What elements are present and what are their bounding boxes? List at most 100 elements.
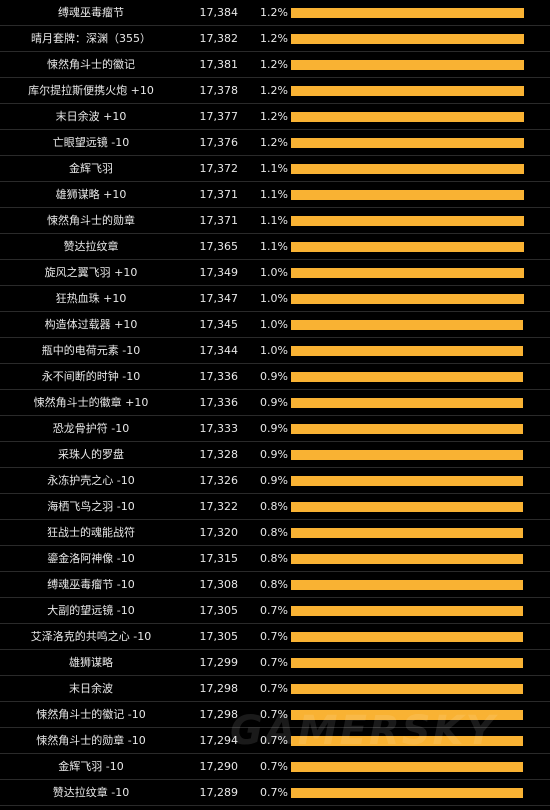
item-name: 永不间断的时钟 -10 [41, 370, 141, 383]
dps-percent: 1.1% [260, 188, 288, 201]
item-name: 大副的望远镜 -10 [47, 604, 135, 617]
item-name: 悚然角斗士的勋章 -10 [36, 734, 146, 747]
table-row: 库尔提拉斯便携火炮 +10 17,378 1.2% [0, 78, 550, 104]
dps-percent: 0.8% [260, 552, 288, 565]
dps-value: 17,299 [199, 656, 239, 669]
table-row: 缚魂巫毒瘤节 17,384 1.2% [0, 0, 550, 26]
table-row: 悚然角斗士的徽章 +10 17,336 0.9% [0, 390, 550, 416]
dps-bar [291, 710, 523, 720]
dps-percent: 0.9% [260, 448, 288, 461]
item-name: 艾泽洛克的共鸣之心 -10 [30, 630, 152, 643]
dps-percent: 1.0% [260, 292, 288, 305]
item-name: 末日余波 +10 [55, 110, 127, 123]
item-name: 晴月套牌：深渊（355） [31, 32, 151, 45]
dps-bar [291, 580, 523, 590]
dps-bar [291, 606, 523, 616]
dps-value: 17,345 [199, 318, 239, 331]
dps-percent: 0.9% [260, 370, 288, 383]
dps-value: 17,290 [199, 760, 239, 773]
dps-percent: 0.9% [260, 396, 288, 409]
dps-percent: 0.9% [260, 422, 288, 435]
dps-value: 17,347 [199, 292, 239, 305]
table-row: 大副的望远镜 -10 17,305 0.7% [0, 598, 550, 624]
table-row: 金辉飞羽 17,372 1.1% [0, 156, 550, 182]
item-name: 狂战士的魂能战符 [47, 526, 135, 539]
dps-bar [291, 398, 523, 408]
dps-bar [291, 86, 524, 96]
dps-bar [291, 658, 523, 668]
dps-bar [291, 320, 523, 330]
dps-value: 17,365 [199, 240, 239, 253]
dps-bar [291, 268, 524, 278]
dps-percent: 0.8% [260, 500, 288, 513]
dps-value: 17,305 [199, 604, 239, 617]
table-row: 末日余波 17,298 0.7% [0, 676, 550, 702]
dps-bar [291, 8, 524, 18]
dps-value: 17,371 [199, 214, 239, 227]
table-row: 狂战士的魂能战符 17,320 0.8% [0, 520, 550, 546]
item-name: 悚然角斗士的徽记 [47, 58, 135, 71]
dps-value: 17,328 [199, 448, 239, 461]
dps-bar [291, 242, 524, 252]
dps-percent: 0.7% [260, 708, 288, 721]
dps-value: 17,336 [199, 396, 239, 409]
table-row: 缚魂巫毒瘤节 -10 17,308 0.8% [0, 572, 550, 598]
table-row: 艾泽洛克的共鸣之心 -10 17,305 0.7% [0, 624, 550, 650]
table-row: 海栖飞鸟之羽 -10 17,322 0.8% [0, 494, 550, 520]
item-name: 恐龙骨护符 -10 [52, 422, 130, 435]
dps-value: 17,305 [199, 630, 239, 643]
dps-percent: 1.1% [260, 162, 288, 175]
item-name: 雄狮谋略 +10 [55, 188, 127, 201]
dps-bar [291, 112, 524, 122]
dps-bar [291, 346, 523, 356]
dps-value: 17,349 [199, 266, 239, 279]
item-name: 采珠人的罗盘 [58, 448, 124, 461]
dps-bar [291, 632, 523, 642]
dps-percent: 0.7% [260, 760, 288, 773]
dps-percent: 1.0% [260, 266, 288, 279]
dps-bar [291, 138, 524, 148]
dps-percent: 1.2% [260, 84, 288, 97]
dps-value: 17,308 [199, 578, 239, 591]
item-name: 悚然角斗士的徽章 +10 [33, 396, 149, 409]
dps-bar [291, 216, 524, 226]
dps-bar [291, 762, 523, 772]
item-name: 悚然角斗士的勋章 [47, 214, 135, 227]
item-name: 瓶中的电荷元素 -10 [41, 344, 141, 357]
item-name: 永冻护壳之心 -10 [47, 474, 135, 487]
dps-percent: 0.7% [260, 682, 288, 695]
table-row: 悚然角斗士的徽记 -10 17,298 0.7% [0, 702, 550, 728]
dps-percent: 1.2% [260, 6, 288, 19]
table-row: 末日余波 +10 17,377 1.2% [0, 104, 550, 130]
dps-percent: 1.1% [260, 240, 288, 253]
dps-value: 17,322 [199, 500, 239, 513]
dps-bar [291, 34, 524, 44]
table-row: 恐龙骨护符 -10 17,333 0.9% [0, 416, 550, 442]
item-name: 悚然角斗士的徽记 -10 [36, 708, 146, 721]
table-row: 狂热血珠 +10 17,347 1.0% [0, 286, 550, 312]
item-name: 金辉飞羽 [69, 162, 113, 175]
item-name: 构造体过载器 +10 [44, 318, 138, 331]
dps-value: 17,320 [199, 526, 239, 539]
item-name: 亡眼望远镜 -10 [52, 136, 130, 149]
item-name: 赞达拉纹章 [63, 240, 119, 253]
dps-value: 17,384 [199, 6, 239, 19]
table-row: 赞达拉纹章 -10 17,289 0.7% [0, 780, 550, 806]
dps-percent: 0.8% [260, 526, 288, 539]
item-name: 金辉飞羽 -10 [58, 760, 124, 773]
table-row: 悚然角斗士的徽记 17,381 1.2% [0, 52, 550, 78]
dps-value: 17,344 [199, 344, 239, 357]
dps-percent: 0.7% [260, 604, 288, 617]
dps-value: 17,376 [199, 136, 239, 149]
dps-bar [291, 476, 523, 486]
dps-bar [291, 528, 523, 538]
dps-percent: 1.2% [260, 110, 288, 123]
dps-value: 17,315 [199, 552, 239, 565]
dps-bar [291, 164, 524, 174]
dps-value: 17,336 [199, 370, 239, 383]
item-name: 库尔提拉斯便携火炮 +10 [28, 84, 154, 97]
item-name: 赞达拉纹章 -10 [52, 786, 130, 799]
dps-percent: 1.2% [260, 58, 288, 71]
item-name: 缚魂巫毒瘤节 [58, 6, 124, 19]
table-row: 瓶中的电荷元素 -10 17,344 1.0% [0, 338, 550, 364]
